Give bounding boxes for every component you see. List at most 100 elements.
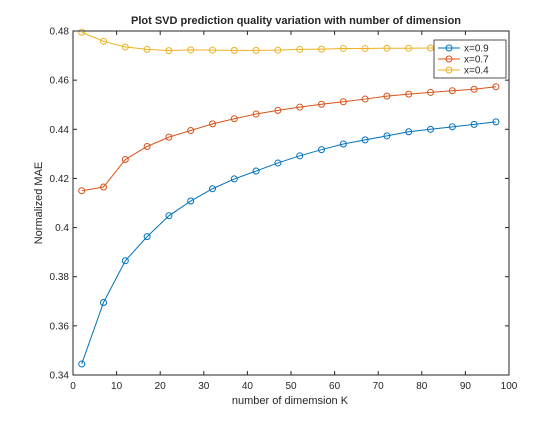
data-point: [209, 185, 217, 193]
data-point: [78, 187, 86, 195]
y-tick-label: 0.46: [50, 76, 70, 87]
data-point: [209, 120, 217, 128]
y-tick-label: 0.44: [50, 125, 70, 136]
axes: 0 10 20 30 40 50 60 70 80 90 100 0.34 0.36 0.38 0.4 0.4…: [50, 27, 518, 393]
plot-background: [73, 31, 509, 375]
data-point: [100, 37, 108, 45]
data-point: [383, 44, 391, 52]
y-tick-label: 0.42: [50, 174, 70, 185]
x-tick-label: 80: [416, 381, 428, 392]
series-2: [78, 83, 500, 195]
data-point: [296, 152, 304, 160]
legend-marker: [445, 66, 453, 74]
data-point: [121, 257, 129, 265]
data-point: [143, 233, 151, 241]
data-point: [339, 44, 347, 52]
series-line-3: [81, 31, 496, 52]
data-point: [361, 136, 369, 144]
data-point: [318, 45, 326, 53]
legend-marker: [445, 44, 453, 52]
data-point: [427, 125, 435, 133]
data-point: [209, 46, 217, 54]
legend-label: x=0.7: [464, 55, 489, 66]
data-point: [361, 44, 369, 52]
series-1: [78, 118, 500, 368]
data-point: [296, 45, 304, 53]
legend-item: x=0.9: [438, 44, 489, 55]
data-point: [318, 100, 326, 108]
data-point: [143, 45, 151, 53]
legend-item: x=0.7: [438, 55, 489, 66]
x-tick-label: 60: [329, 381, 341, 392]
data-point: [100, 183, 108, 191]
data-point: [405, 128, 413, 136]
data-point: [405, 90, 413, 98]
series-3: [78, 28, 500, 55]
chart-title: Plot SVD prediction quality variation wi…: [131, 15, 461, 27]
x-tick-label: 70: [373, 381, 385, 392]
x-axis-label: number of dimemsion K: [232, 395, 349, 407]
data-point: [252, 110, 260, 118]
data-point: [274, 106, 282, 114]
data-point: [165, 212, 173, 220]
y-tick-label: 0.36: [50, 321, 70, 332]
data-point: [143, 142, 151, 150]
x-tick-label: 30: [198, 381, 210, 392]
x-tick-label: 40: [242, 381, 254, 392]
data-point: [492, 83, 500, 91]
data-point: [339, 98, 347, 106]
y-tick-label: 0.34: [50, 371, 70, 382]
legend-label: x=0.9: [464, 44, 489, 55]
legend-item: x=0.4: [438, 66, 489, 77]
data-point: [383, 132, 391, 140]
data-point: [274, 159, 282, 167]
legend: x=0.9x=0.7x=0.4: [433, 39, 507, 79]
data-point: [165, 133, 173, 141]
data-point: [448, 123, 456, 131]
data-point: [318, 146, 326, 154]
data-point: [252, 167, 260, 175]
data-point: [470, 85, 478, 93]
data-point: [492, 118, 500, 126]
data-point: [187, 127, 195, 135]
data-point: [274, 46, 282, 54]
data-point: [165, 47, 173, 55]
data-point: [383, 92, 391, 100]
data-point: [121, 43, 129, 51]
data-point: [470, 120, 478, 128]
data-point: [252, 46, 260, 54]
data-point: [405, 44, 413, 52]
legend-label: x=0.4: [464, 66, 489, 77]
data-point: [187, 46, 195, 54]
series-layer: [78, 28, 500, 368]
y-axis-label: Normalized MAE: [33, 162, 45, 245]
data-point: [100, 299, 108, 307]
data-point: [121, 156, 129, 164]
data-point: [427, 88, 435, 96]
x-tick-label: 50: [285, 381, 297, 392]
data-point: [230, 46, 238, 54]
y-tick-label: 0.4: [55, 223, 69, 234]
data-point: [78, 28, 86, 36]
y-tick-label: 0.38: [50, 272, 70, 283]
data-point: [230, 115, 238, 123]
x-tick-label: 20: [155, 381, 167, 392]
series-line-1: [81, 121, 496, 365]
data-point: [339, 140, 347, 148]
data-point: [448, 87, 456, 95]
x-tick-label: 10: [111, 381, 123, 392]
data-point: [361, 95, 369, 103]
data-point: [296, 103, 304, 111]
y-tick-label: 0.48: [50, 27, 70, 38]
x-tick-label: 100: [501, 381, 518, 392]
plot-area: [73, 31, 509, 375]
series-line-2: [81, 86, 496, 192]
x-tick-label: 0: [70, 381, 76, 392]
data-point: [230, 175, 238, 183]
data-point: [427, 44, 435, 52]
data-point: [187, 197, 195, 205]
x-tick-label: 90: [460, 381, 472, 392]
data-point: [78, 360, 86, 368]
